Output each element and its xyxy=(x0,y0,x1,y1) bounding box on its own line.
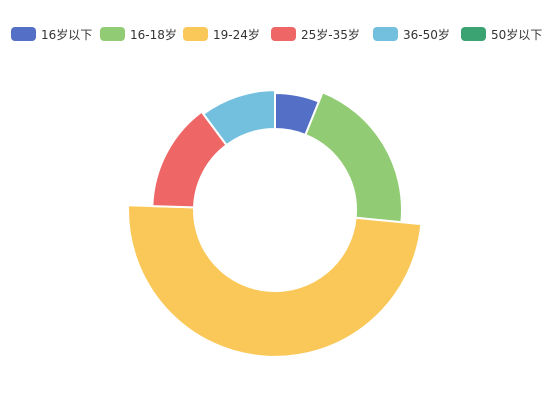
legend-swatch xyxy=(373,27,398,41)
legend-swatch xyxy=(461,27,486,41)
donut-slice[interactable] xyxy=(304,91,403,224)
donut-slice[interactable] xyxy=(202,89,276,147)
legend-label: 36-50岁 xyxy=(403,27,450,42)
legend-item[interactable]: 16-18岁 xyxy=(100,25,177,43)
legend-label: 25岁-35岁 xyxy=(301,27,360,42)
legend-item[interactable]: 16岁以下 xyxy=(11,25,92,43)
legend-label: 16岁以下 xyxy=(41,27,93,42)
legend-item[interactable]: 36-50岁 xyxy=(373,25,450,43)
donut-slice[interactable] xyxy=(151,110,228,209)
legend-label: 16-18岁 xyxy=(130,27,177,42)
legend-swatch xyxy=(183,27,208,41)
legend-swatch xyxy=(100,27,125,41)
legend-swatch xyxy=(11,27,36,41)
legend-item[interactable]: 50岁以下 xyxy=(461,25,542,43)
legend-item[interactable]: 25岁-35岁 xyxy=(271,25,360,43)
legend-label: 19-24岁 xyxy=(213,27,260,42)
legend-item[interactable]: 19-24岁 xyxy=(183,25,260,43)
donut-slice[interactable] xyxy=(127,204,423,358)
chart-legend: 16岁以下 16-18岁 19-24岁 25岁-35岁 36-50岁 50岁以下 xyxy=(0,25,550,43)
legend-label: 50岁以下 xyxy=(491,27,543,42)
legend-swatch xyxy=(271,27,296,41)
